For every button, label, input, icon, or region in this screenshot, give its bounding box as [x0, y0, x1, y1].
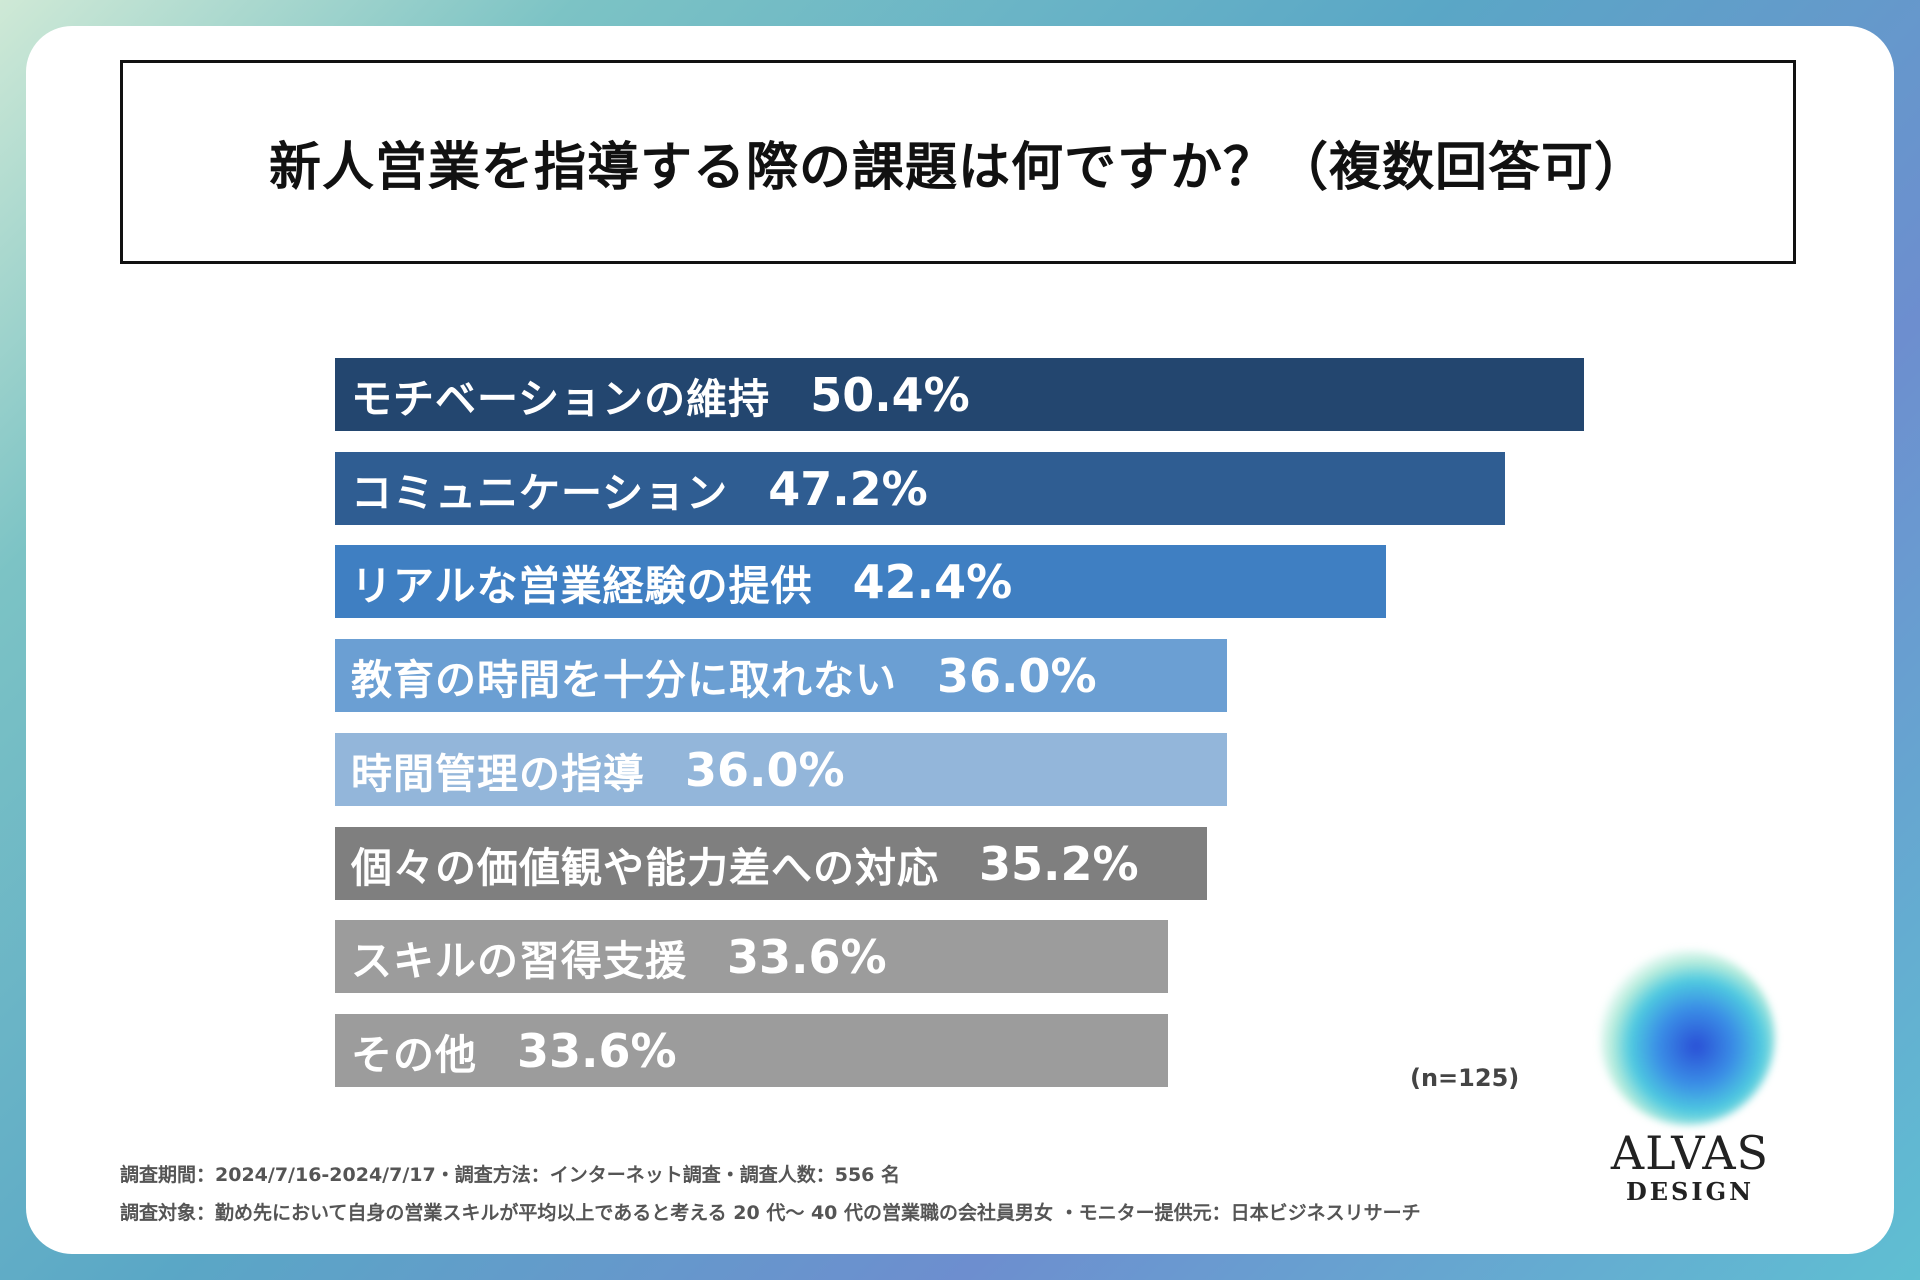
bar: モチベーションの維持 50.4%	[335, 358, 1584, 431]
bar-label: リアルな営業経験の提供	[351, 561, 813, 610]
bar-value-label: 36.0%	[685, 742, 845, 797]
bar: 時間管理の指導 36.0%	[335, 733, 1227, 806]
bar-value-label: 47.2%	[768, 461, 928, 516]
bar-value-label: 42.4%	[852, 554, 1013, 609]
bar: その他 33.6%	[335, 1014, 1168, 1087]
sample-size-note: (n=125)	[1410, 1064, 1520, 1092]
footer-survey-period: 調査期間：2024/7/16-2024/7/17・調査方法：インターネット調査・…	[120, 1164, 901, 1186]
bar-chart: モチベーションの維持 50.4% コミュニケーション 47.2% リアルな営業経験の提供…	[335, 358, 1635, 1090]
bar-label: 教育の時間を十分に取れない	[351, 655, 897, 704]
logo-orb-icon	[1600, 950, 1775, 1125]
bar-value-label: 36.0%	[937, 648, 1097, 703]
bar-label: 個々の価値観や能力差への対応	[351, 843, 939, 892]
logo: ALVAS DESIGN	[1580, 1128, 1800, 1206]
logo-sub: DESIGN	[1625, 1177, 1755, 1206]
bar-label: スキルの習得支援	[351, 936, 687, 985]
bar: スキルの習得支援 33.6%	[335, 920, 1168, 993]
footer-survey-target: 調査対象：勤め先において自身の営業スキルが平均以上であると考える 20 代〜 4…	[120, 1202, 1421, 1224]
bar: コミュニケーション 47.2%	[335, 452, 1505, 525]
chart-title: 新人営業を指導する際の課題は何ですか？（複数回答可）	[268, 137, 1647, 198]
bar-label: モチベーションの維持	[351, 374, 771, 423]
bar-label: その他	[351, 1030, 477, 1079]
title-box: 新人営業を指導する際の課題は何ですか？（複数回答可）	[120, 60, 1796, 264]
bar-value-label: 35.2%	[979, 836, 1139, 891]
bar-label: 時間管理の指導	[351, 749, 645, 798]
bar: 教育の時間を十分に取れない 36.0%	[335, 639, 1227, 712]
bar: 個々の価値観や能力差への対応 35.2%	[335, 827, 1207, 900]
bar-label: コミュニケーション	[351, 468, 729, 517]
bar-value-label: 33.6%	[727, 929, 887, 984]
bar: リアルな営業経験の提供 42.4%	[335, 545, 1386, 618]
logo-name: ALVAS	[1610, 1126, 1770, 1180]
bar-value-label: 50.4%	[810, 367, 970, 422]
bar-value-label: 33.6%	[517, 1023, 677, 1078]
